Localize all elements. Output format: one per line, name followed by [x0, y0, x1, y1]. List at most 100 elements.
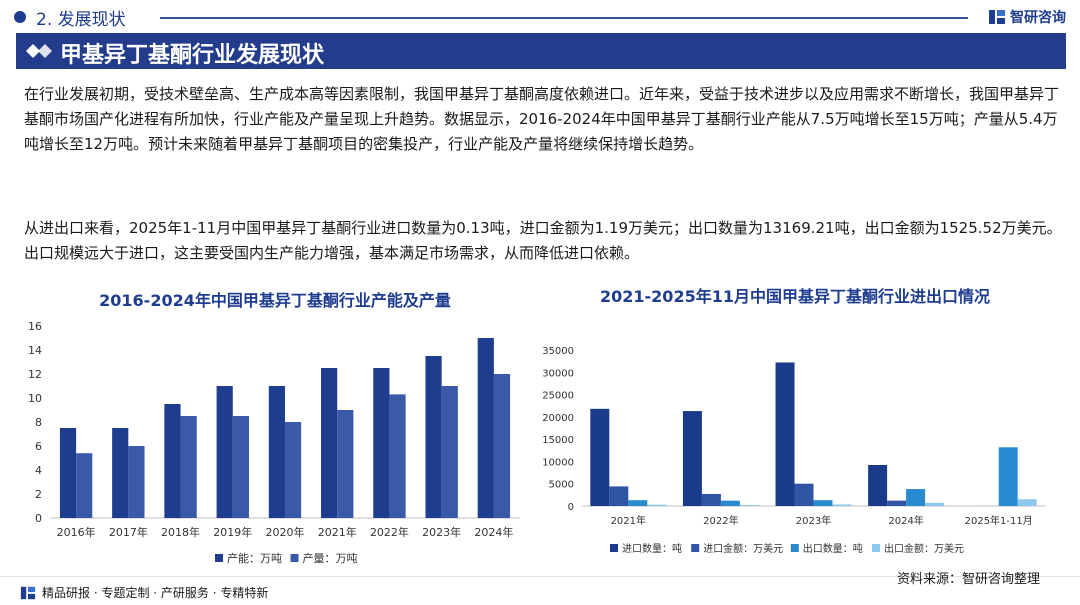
bar-3 — [906, 489, 926, 506]
bar-2 — [389, 394, 406, 518]
y-tick-label: 0 — [568, 502, 574, 513]
x-tick-label: 2024年 — [888, 514, 923, 527]
bar-1 — [268, 386, 285, 518]
x-tick-label: 2024年 — [474, 525, 513, 539]
bar-4 — [832, 504, 852, 506]
legend-swatch — [790, 544, 799, 552]
bar-1 — [321, 368, 338, 518]
x-tick-label: 2021年 — [611, 514, 646, 527]
legend-label: 出口金额：万美元 — [884, 542, 964, 555]
bar-4 — [647, 504, 667, 506]
x-tick-label: 2022年 — [703, 514, 738, 527]
bar-1 — [425, 356, 442, 518]
bar-3 — [813, 500, 833, 506]
bar-1 — [164, 404, 181, 518]
y-tick-label: 14 — [28, 344, 42, 357]
y-tick-label: 5000 — [549, 480, 574, 491]
footer-tagline-text: 精品研报 · 专题定制 · 产研服务 · 专精特新 — [42, 586, 269, 600]
bar-1 — [373, 368, 390, 518]
page-title: 甲基异丁基酮行业发展现状 — [60, 43, 325, 68]
legend-label: 产能：万吨 — [227, 551, 282, 565]
y-tick-label: 4 — [35, 464, 42, 477]
bar-2 — [887, 500, 907, 506]
bar-1 — [775, 362, 795, 506]
legend-swatch — [691, 544, 700, 552]
y-tick-label: 10000 — [542, 457, 574, 468]
x-tick-label: 2022年 — [370, 525, 409, 539]
bar-1 — [112, 428, 129, 518]
bar-2 — [794, 483, 814, 506]
bar-2 — [441, 386, 458, 518]
bar-4 — [1017, 499, 1037, 506]
y-tick-label: 2 — [35, 488, 42, 501]
section-label: 2. 发展现状 — [36, 10, 126, 30]
footer-logo-icon — [20, 586, 36, 599]
bar-2 — [285, 422, 302, 518]
legend-label: 出口数量：吨 — [803, 542, 863, 555]
bar-3 — [720, 500, 740, 506]
legend-label: 进口金额：万美元 — [703, 542, 783, 555]
brand-name: 智研咨询 — [1010, 10, 1066, 26]
legend-swatch — [610, 544, 618, 552]
intro-paragraph: 在行业发展初期，受技术壁垒高、生产成本高等因素限制，我国甲基异丁基酮高度依赖进口… — [24, 85, 1060, 153]
legend-swatch — [290, 554, 299, 562]
trade-paragraph: 从进出口来看，2025年1-11月中国甲基异丁基酮行业进口数量为0.13吨，进口… — [24, 219, 1062, 262]
header-divider — [160, 17, 968, 19]
chart2-title: 2021-2025年11月中国甲基异丁基酮行业进出口情况 — [600, 287, 990, 306]
x-tick-label: 2023年 — [796, 514, 831, 527]
source-note: 资料来源：智研咨询整理 — [896, 572, 1040, 587]
brand-mark-icon — [989, 10, 1005, 24]
x-tick-label: 2023年 — [422, 525, 461, 539]
legend-swatch — [215, 554, 223, 562]
brand-logo: 智研咨询 — [988, 6, 1066, 28]
bar-2 — [128, 446, 145, 518]
y-tick-label: 8 — [35, 416, 42, 429]
bar-2 — [180, 416, 197, 518]
bar-2 — [609, 486, 629, 506]
bar-3 — [998, 447, 1018, 506]
y-tick-label: 30000 — [542, 368, 574, 379]
import-export-chart: 0 5000 10000 15000 20000 25000 30000 35000 2021年… — [542, 346, 1045, 555]
bar-1 — [477, 338, 494, 518]
legend-label: 产量：万吨 — [303, 551, 358, 565]
y-tick-label: 0 — [35, 512, 42, 525]
x-tick-label: 2018年 — [161, 525, 200, 539]
section-bullet-icon — [14, 11, 26, 23]
capacity-output-chart: 0 2 4 6 8 10 12 14 16 2016年 2017年 2018年 2019年 2020年 20… — [28, 320, 520, 565]
y-tick-label: 16 — [28, 320, 42, 333]
bar-1 — [216, 386, 233, 518]
footer-divider — [0, 576, 1080, 577]
y-tick-label: 12 — [28, 368, 42, 381]
bar-1 — [590, 408, 610, 506]
top-bar: 2. 发展现状 智研咨询 — [0, 0, 1080, 34]
bar-1 — [59, 428, 77, 518]
x-tick-label: 2021年 — [318, 525, 357, 539]
x-tick-label: 2019年 — [213, 525, 252, 539]
bar-3 — [628, 500, 648, 506]
bar-2 — [701, 493, 721, 506]
y-tick-label: 20000 — [542, 413, 574, 424]
bar-2 — [76, 453, 93, 518]
y-tick-label: 15000 — [542, 435, 574, 446]
title-banner: 甲基异丁基酮行业发展现状 — [16, 33, 1066, 69]
bar-1 — [868, 464, 888, 506]
legend-label: 进口数量：吨 — [622, 542, 682, 555]
x-tick-label: 2017年 — [109, 525, 148, 539]
footer-tagline: 精品研报 · 专题定制 · 产研服务 · 专精特新 — [20, 584, 268, 601]
bar-2 — [232, 416, 249, 518]
x-tick-label: 2016年 — [57, 525, 96, 539]
bar-2 — [337, 410, 354, 518]
y-tick-label: 25000 — [542, 391, 574, 402]
bar-4 — [925, 502, 945, 506]
chart1-title: 2016-2024年中国甲基异丁基酮行业产能及产量 — [99, 291, 451, 310]
legend-swatch — [872, 544, 880, 552]
x-tick-label: 2025年1-11月 — [965, 514, 1033, 527]
y-tick-label: 6 — [35, 440, 42, 453]
bar-2 — [493, 374, 511, 518]
bar-4 — [739, 505, 759, 506]
y-tick-label: 35000 — [542, 346, 574, 357]
y-tick-label: 10 — [28, 392, 42, 405]
x-tick-label: 2020年 — [266, 525, 305, 539]
diamond-arrow-icon — [26, 44, 52, 58]
bar-1 — [682, 411, 702, 506]
